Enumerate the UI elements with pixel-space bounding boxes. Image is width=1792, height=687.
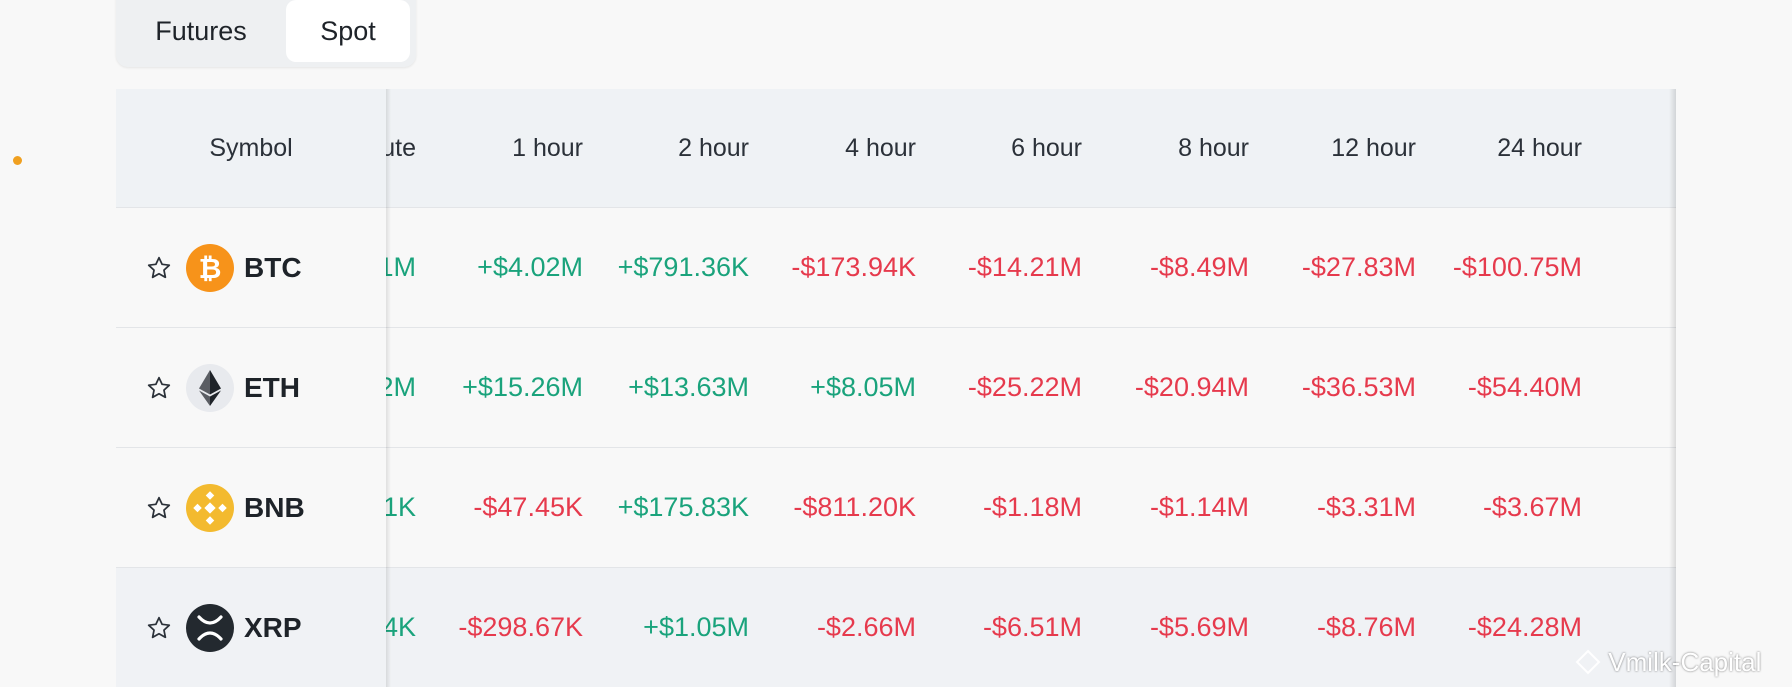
value-cell: -$27.83M (1301, 252, 1416, 282)
bnb-icon (186, 483, 234, 532)
column-header[interactable]: 8 hour (1178, 133, 1249, 162)
value-cell (1599, 328, 1676, 447)
value-cell: +$1.05M (643, 612, 749, 642)
status-dot (13, 156, 22, 165)
table-row[interactable]: $7.61M +$4.02M +$791.36K -$173.94K -$14.… (116, 208, 1676, 328)
value-cell: - (1599, 208, 1676, 327)
coin-ticker[interactable]: BTC (244, 251, 302, 283)
watermark: Vmilk-Capital (1575, 647, 1761, 678)
column-header[interactable]: 6 hour (1011, 133, 1082, 162)
value-cell: -$14.21M (967, 252, 1082, 282)
sticky-column-shadow (386, 89, 391, 687)
value-cell: -$47.45K (473, 492, 583, 522)
value-cell: -$8.76M (1316, 612, 1416, 642)
column-header[interactable]: 4 hour (845, 133, 916, 162)
value-cell: -$25.22M (967, 372, 1082, 402)
column-header[interactable]: 12 hour (1331, 133, 1416, 162)
bitcoin-icon: ₿ (186, 243, 234, 292)
value-cell: -$54.40M (1467, 372, 1582, 402)
watermark-icon (1575, 649, 1601, 675)
coin-ticker[interactable]: XRP (244, 611, 302, 643)
value-cell: +$4.02M (477, 252, 583, 282)
value-cell: -$8.49M (1149, 252, 1249, 282)
table-row[interactable]: 10.12M +$15.26M +$13.63M +$8.05M -$25.22… (116, 328, 1676, 448)
ethereum-icon (186, 363, 234, 412)
symbol-cell: BNB (116, 448, 386, 567)
value-cell: +$175.83K (617, 492, 749, 522)
value-cell: +$15.26M (462, 372, 583, 402)
column-header[interactable]: 2 hour (678, 133, 749, 162)
market-tabs: Futures Spot (116, 0, 416, 67)
star-icon[interactable] (146, 615, 172, 641)
sticky-column-bg (116, 568, 386, 687)
table-row[interactable]: 04.34K -$298.67K +$1.05M -$2.66M -$6.51M… (116, 568, 1676, 687)
table-row[interactable]: 46.01K -$47.45K +$175.83K -$811.20K -$1.… (116, 448, 1676, 568)
value-cell: +$791.36K (617, 252, 749, 282)
column-header[interactable]: 24 hour (1497, 133, 1582, 162)
value-cell: -$173.94K (791, 252, 916, 282)
value-cell: +$8.05M (810, 372, 916, 402)
sticky-column-bg (116, 208, 386, 327)
xrp-icon (186, 603, 234, 652)
value-cell: -$298.67K (458, 612, 583, 642)
value-cell: -$2.66M (816, 612, 916, 642)
value-cell (1599, 448, 1676, 567)
sticky-column-bg (116, 328, 386, 447)
value-cell: -$1.18M (982, 492, 1082, 522)
column-header[interactable]: 1 hour (512, 133, 583, 162)
symbol-cell: XRP (116, 568, 386, 687)
star-icon[interactable] (146, 255, 172, 281)
symbol-cell: ETH (116, 328, 386, 447)
value-cell: -$3.31M (1316, 492, 1416, 522)
value-cell: -$36.53M (1301, 372, 1416, 402)
value-cell: -$20.94M (1134, 372, 1249, 402)
symbol-cell: ₿ BTC (116, 208, 386, 327)
value-cell: -$24.28M (1467, 612, 1582, 642)
value-cell: -$3.67M (1482, 492, 1582, 522)
value-cell: -$6.51M (982, 612, 1082, 642)
watermark-text: Vmilk-Capital (1608, 647, 1762, 677)
tab-spot[interactable]: Spot (286, 0, 410, 62)
star-icon[interactable] (146, 375, 172, 401)
symbol-column-header[interactable]: Symbol (209, 133, 293, 162)
coin-ticker[interactable]: BNB (244, 491, 305, 523)
column-header[interactable] (1599, 89, 1676, 207)
table-header-row: minute 1 hour 2 hour 4 hour 6 hour 8 hou… (116, 89, 1676, 208)
sticky-column-bg (116, 89, 386, 207)
value-cell: -$5.69M (1149, 612, 1249, 642)
value-cell: +$13.63M (628, 372, 749, 402)
value-cell: -$1.14M (1149, 492, 1249, 522)
coin-ticker[interactable]: ETH (244, 371, 300, 403)
tab-futures[interactable]: Futures (155, 16, 247, 46)
value-cell: -$811.20K (793, 492, 916, 522)
svg-text:₿: ₿ (199, 252, 222, 285)
scroll-edge-shadow (1669, 89, 1676, 687)
sticky-column-bg (116, 448, 386, 567)
value-cell: -$100.75M (1452, 252, 1582, 282)
star-icon[interactable] (146, 495, 172, 521)
flow-table: minute 1 hour 2 hour 4 hour 6 hour 8 hou… (116, 89, 1676, 687)
